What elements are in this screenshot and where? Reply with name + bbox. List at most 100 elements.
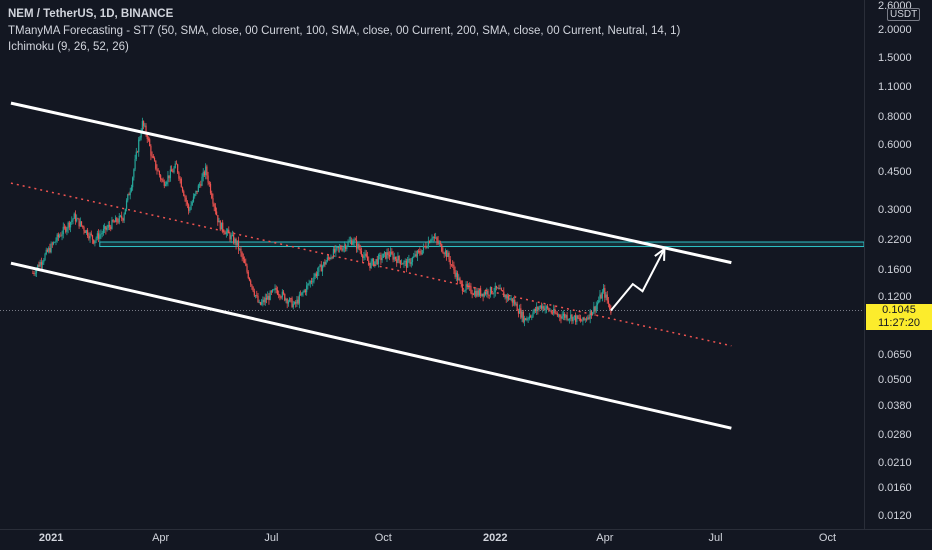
candle <box>172 168 174 173</box>
candle <box>190 200 192 211</box>
candle <box>113 220 115 223</box>
candle <box>167 170 169 187</box>
candle <box>315 271 317 278</box>
candle <box>349 236 352 244</box>
candle <box>410 257 412 268</box>
candle <box>342 246 344 253</box>
candle <box>331 256 333 260</box>
candle <box>136 150 139 153</box>
candle <box>519 304 521 314</box>
candle <box>418 249 420 254</box>
candle <box>495 285 498 291</box>
candle <box>77 217 79 220</box>
price-tick-label: 0.6000 <box>878 138 912 151</box>
candle <box>111 216 113 230</box>
candle <box>186 200 189 209</box>
candle <box>296 295 298 308</box>
candle <box>442 247 444 254</box>
candle <box>556 311 558 318</box>
candle <box>380 252 382 265</box>
candle <box>127 193 129 203</box>
candle <box>105 225 107 235</box>
forecast-arrow[interactable] <box>610 248 666 312</box>
price-tick-label: 1.5000 <box>878 51 912 64</box>
price-tick-label: 0.0280 <box>878 429 912 442</box>
candle <box>177 163 179 175</box>
candle <box>123 212 125 224</box>
candle <box>195 190 197 196</box>
current-price-value: 0.1045 <box>882 304 916 316</box>
candle <box>320 261 322 272</box>
candle <box>548 307 550 313</box>
candle <box>162 177 164 183</box>
candle <box>428 240 431 244</box>
candle <box>138 136 140 157</box>
resistance-zone[interactable] <box>99 241 865 248</box>
candle <box>337 246 339 253</box>
candle <box>594 306 596 316</box>
candle <box>492 292 494 295</box>
symbol-title[interactable]: NEM / TetherUS, 1D, BINANCE <box>8 8 174 20</box>
candle <box>366 251 369 261</box>
candle <box>251 284 253 290</box>
candle <box>237 236 240 255</box>
candle <box>394 256 397 262</box>
candle <box>299 290 302 296</box>
candle <box>576 314 578 325</box>
candle <box>275 285 277 294</box>
candle <box>354 237 356 241</box>
channel-lower-line[interactable] <box>10 261 732 430</box>
candle <box>435 232 437 240</box>
candle <box>588 314 590 320</box>
candle <box>582 317 584 326</box>
candle <box>62 222 64 239</box>
candle <box>267 291 269 300</box>
candle <box>46 248 49 253</box>
candle <box>458 274 460 281</box>
candle <box>90 230 92 237</box>
candle <box>587 315 589 321</box>
candle <box>464 289 466 293</box>
candle <box>318 266 320 276</box>
candle <box>554 305 556 315</box>
candle <box>239 247 241 251</box>
candle <box>371 257 373 266</box>
candle <box>324 259 326 268</box>
candle <box>49 243 51 254</box>
candle <box>128 192 130 196</box>
candle <box>494 282 496 297</box>
candle <box>369 262 371 271</box>
candle <box>386 248 388 262</box>
candle <box>309 280 311 288</box>
price-tick-label: 0.1200 <box>878 291 912 304</box>
time-tick-label: Apr <box>152 532 170 544</box>
currency-label[interactable]: USDT <box>887 8 921 21</box>
candle <box>57 232 60 241</box>
candle <box>463 287 465 292</box>
candle <box>456 270 459 284</box>
candle <box>317 267 319 280</box>
candle <box>180 177 182 188</box>
candle <box>352 238 354 246</box>
channel-upper-line[interactable] <box>10 101 732 265</box>
candle <box>235 237 237 250</box>
candle <box>431 234 433 243</box>
candle <box>132 176 134 191</box>
candle <box>598 296 600 304</box>
indicator-forecasting-label[interactable]: TManyMA Forecasting - ST7 (50, SMA, clos… <box>8 24 681 37</box>
candle <box>571 314 573 325</box>
candle <box>93 239 95 245</box>
candle <box>455 270 457 282</box>
candle <box>293 301 296 305</box>
candle <box>470 283 472 295</box>
candle <box>392 251 394 263</box>
candle <box>363 251 365 261</box>
candle <box>407 257 409 268</box>
candle <box>515 301 517 307</box>
candle <box>192 193 195 203</box>
candle <box>48 246 50 254</box>
candle <box>564 312 566 321</box>
indicator-ichimoku-label[interactable]: Ichimoku (9, 26, 52, 26) <box>8 41 129 53</box>
candle <box>207 171 209 186</box>
